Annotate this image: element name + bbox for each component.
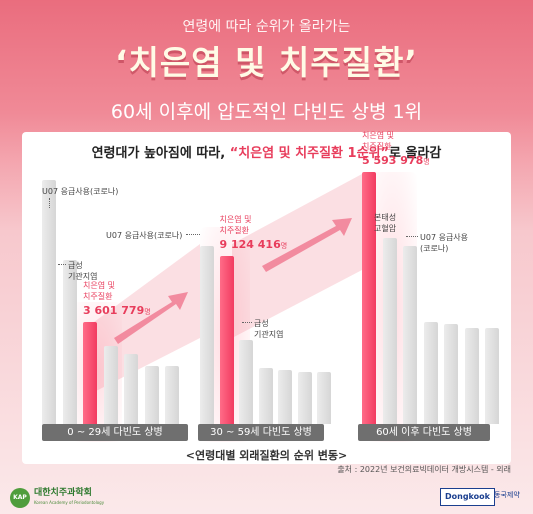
main-title: ‘치은염 및 치주질환’ [115, 43, 418, 82]
bar-group2-rank5 [278, 370, 292, 424]
arrow-1 [114, 292, 188, 344]
highlight-label-group3: 치은염 및 치주질환 [362, 131, 394, 151]
arrow-band-2 [232, 174, 362, 338]
intro-highlight: “치은염 및 치주질환 1순위” [229, 146, 390, 161]
highlight-value-group2: 9 124 416명 [219, 238, 288, 251]
bar-group2-rank7 [317, 372, 331, 424]
annotation-group2-rank1: U07 응급사용(코로나) [106, 231, 183, 240]
bar-group2-rank3 [239, 340, 253, 424]
bar-group3-rank6 [464, 328, 479, 424]
headline: 60세 이후에 압도적인 다빈도 상병 1위 [110, 101, 423, 123]
chart-card: 연령대가 높아짐에 따라, “치은염 및 치주질환 1순위”로 올라감 치은염 … [22, 131, 511, 464]
annotation-group2-rank3: 급성 기관지염 [254, 319, 284, 339]
growth-arrows [94, 174, 362, 392]
source-note: 출처 : 2022년 보건의료빅데이터 개방시스템 - 외래 [337, 465, 511, 474]
bar-group1-rank4 [103, 346, 118, 424]
arrow-2 [262, 218, 352, 272]
group-label-30-59: 30 ~ 59세 다빈도 상병 [198, 424, 324, 441]
annotation-group1-rank2: 급성 기관지염 [68, 261, 98, 281]
annotation-group3-rank3: U07 응급사용 (코로나) [420, 233, 469, 253]
annotation-leader-group2-rank1 [186, 234, 200, 235]
group-label-0-29: 0 ~ 29세 다빈도 상병 [42, 424, 188, 441]
bar-group1-rank5 [124, 354, 138, 424]
kap-logo: KAP 대한치주과학회 Korean Academy of Periodonto… [10, 488, 104, 508]
bar-group2-rank2 [219, 256, 234, 424]
intro-after: 로 올라감 [389, 146, 442, 161]
chart-title: <연령대별 외래질환의 순위 변동> [185, 449, 348, 462]
kap-name: 대한치주과학회 Korean Academy of Periodontology [34, 488, 104, 508]
annotation-leader-group2-rank3 [242, 322, 252, 323]
annotation-group1-rank1: U07 응급사용(코로나) [42, 187, 119, 196]
dongkook-logo: Dongkook [440, 488, 495, 506]
bar-group2-rank1 [200, 246, 214, 424]
annotation-leader-group1-rank1 [49, 198, 50, 208]
bar-group3-rank3 [403, 246, 417, 424]
bar-group3-rank7 [485, 328, 499, 424]
kap-name-en: Korean Academy of Periodontology [34, 500, 105, 505]
bar-group3-rank5 [444, 324, 458, 424]
intro-text: 연령대가 높아짐에 따라, “치은염 및 치주질환 1순위”로 올라감 [22, 142, 511, 161]
annotation-group3-rank2: 본태성 고혈압 [374, 213, 397, 233]
intro-before: 연령대가 높아짐에 따라, [91, 146, 230, 161]
bar-group3-rank2 [382, 238, 397, 424]
bar-group1-rank7 [165, 366, 179, 424]
bar-group3-rank4 [423, 322, 438, 424]
bar-group3-rank1 [362, 172, 376, 424]
subtitle: 연령에 따라 순위가 올라가는 [182, 19, 351, 35]
bar-group2-rank6 [297, 372, 312, 424]
bar-group1-rank2 [62, 260, 77, 424]
highlight-label-group1: 치은염 및 치주질환 [83, 281, 115, 301]
highlight-value-group1: 3 601 779명 [83, 304, 151, 317]
bar-group1-rank3 [83, 322, 97, 424]
highlight-label-group2: 치은염 및 치주질환 [219, 215, 252, 235]
bar-group1-rank1 [42, 180, 56, 424]
kap-seal-icon: KAP [10, 488, 30, 508]
annotation-leader-group3-rank3 [406, 236, 418, 237]
dongkook-name: 동국제약 [494, 491, 520, 499]
kap-name-ko: 대한치주과학회 [34, 488, 92, 498]
bar-group2-rank4 [258, 368, 273, 424]
group-label-60-plus: 60세 이후 다빈도 상병 [358, 424, 490, 441]
annotation-leader-group1-rank2 [58, 264, 66, 265]
bar-group1-rank6 [144, 366, 159, 424]
highlight-value-group3: 5 593 978명 [362, 154, 430, 167]
